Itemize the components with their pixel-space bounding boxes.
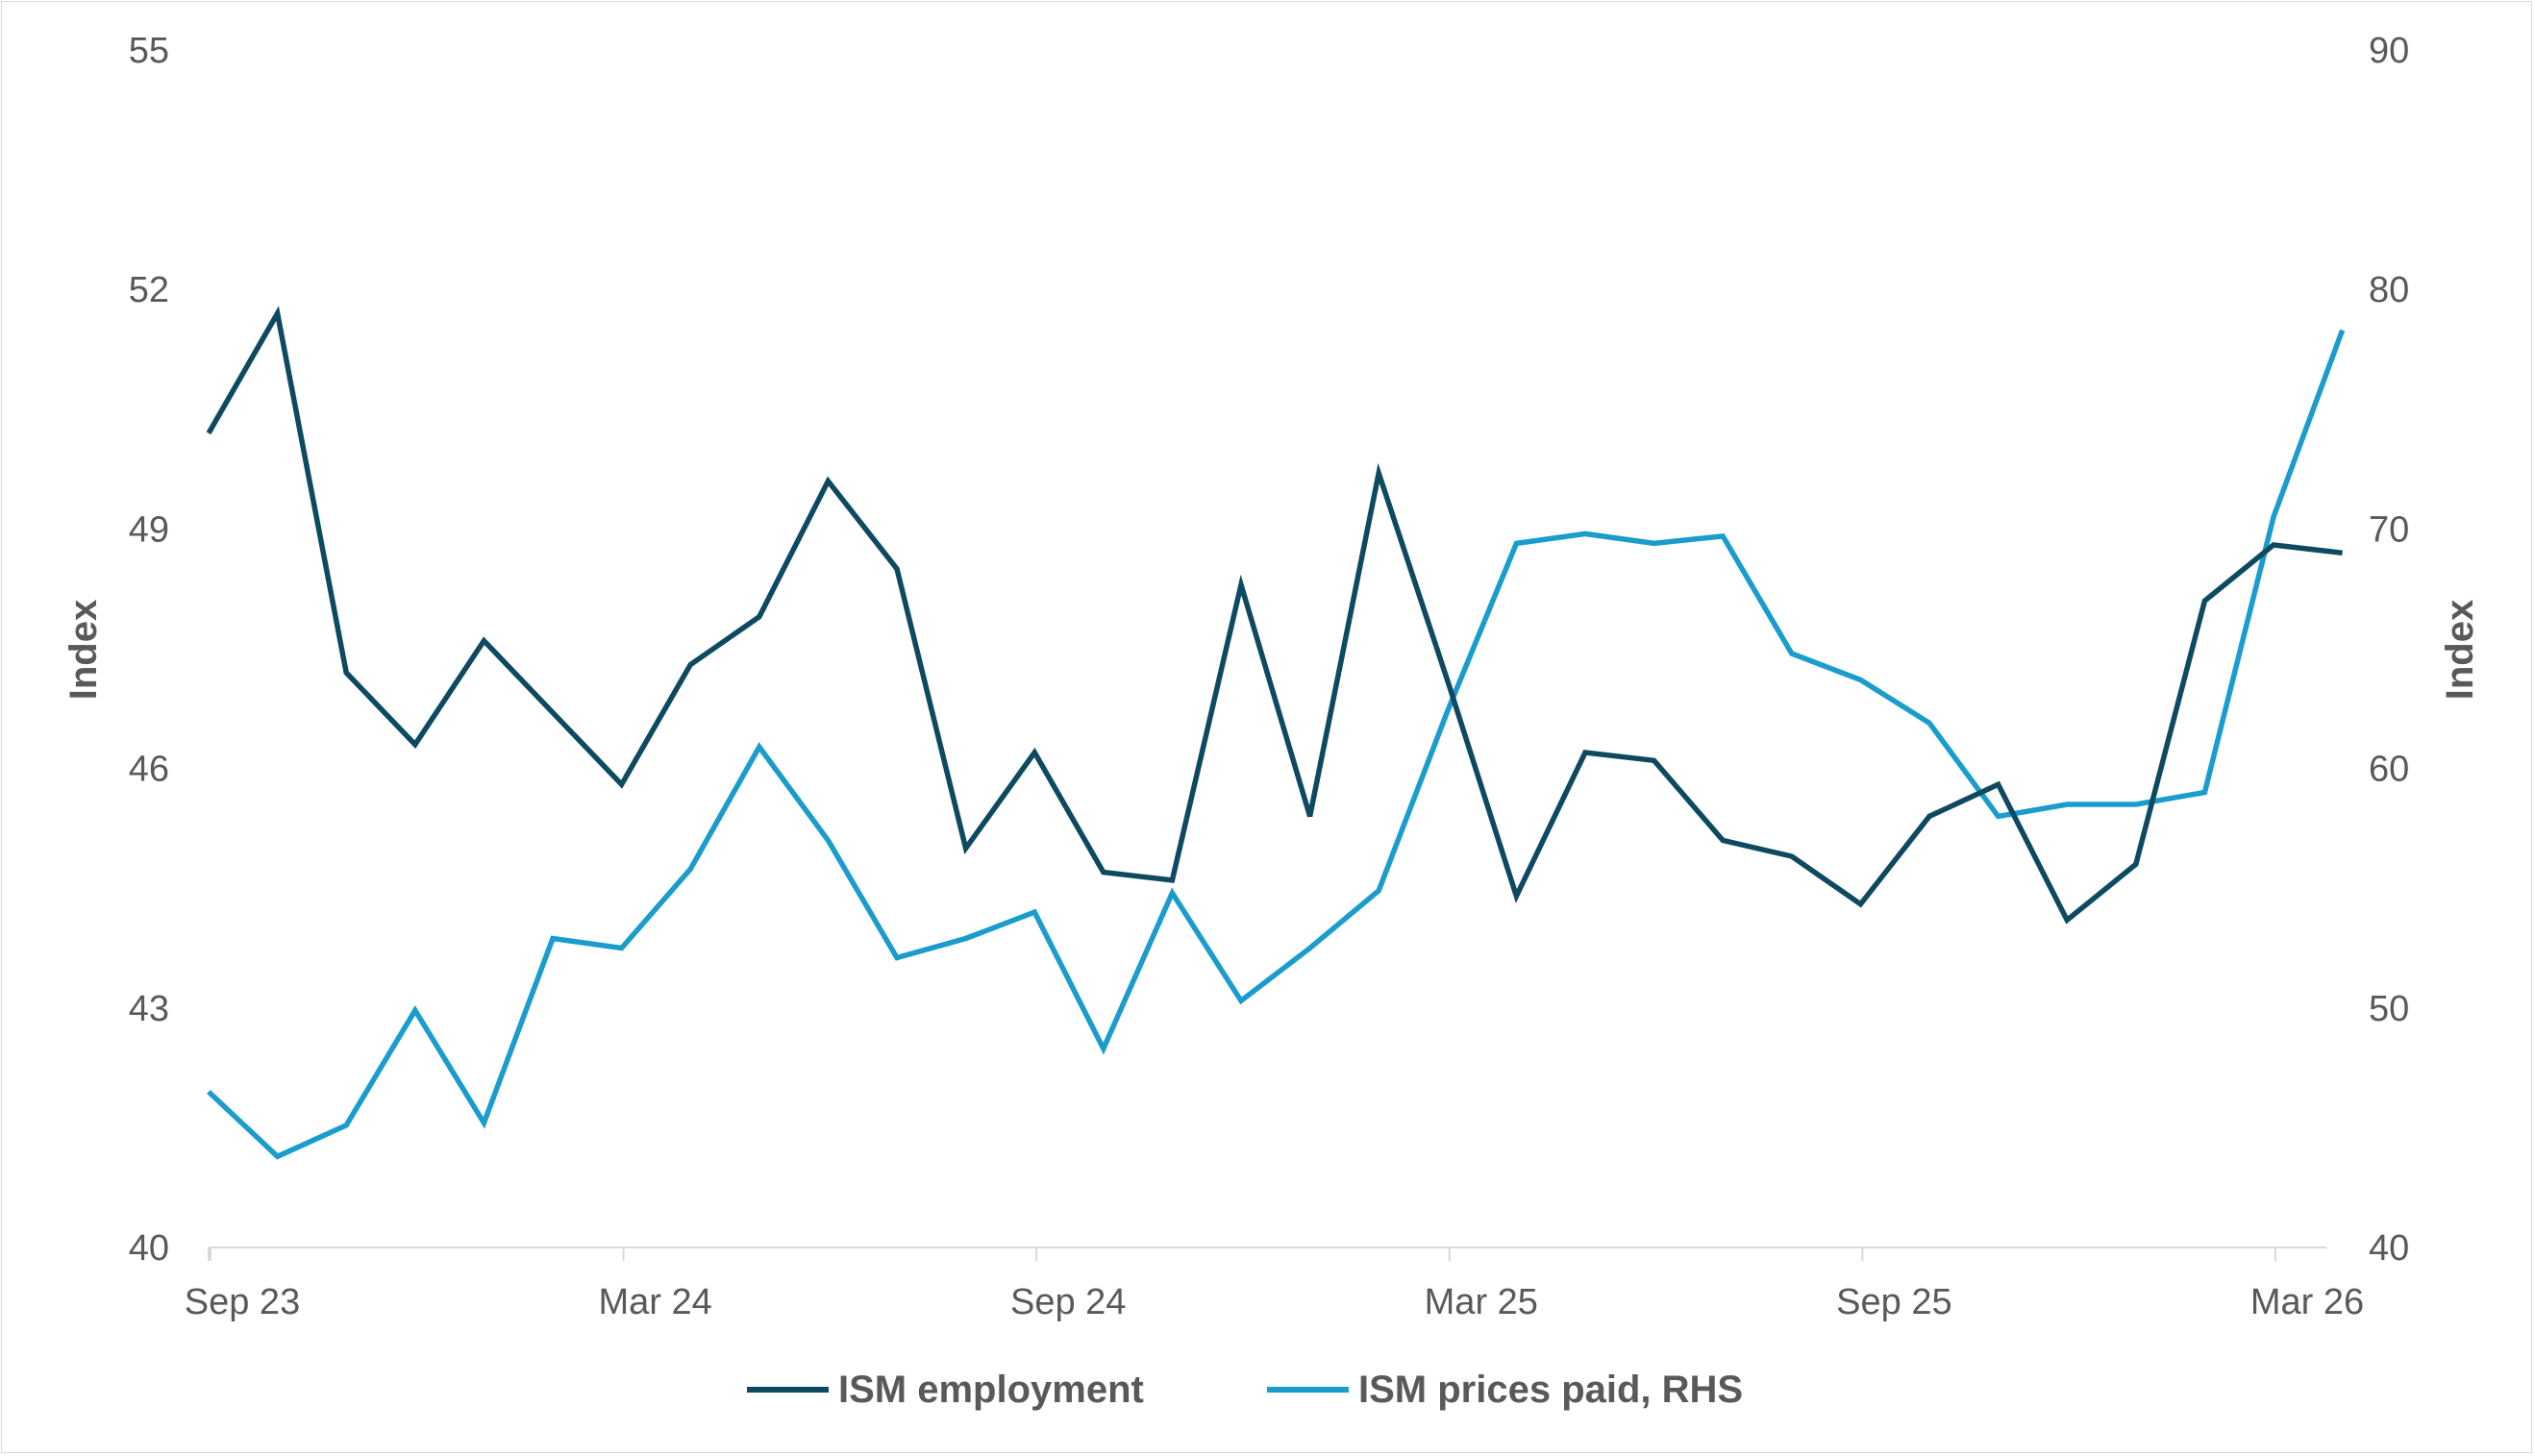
right-y-tick-label: 70 — [2369, 509, 2409, 550]
right-y-tick-label: 60 — [2369, 750, 2409, 790]
axes — [208, 1246, 2326, 1261]
right-axis-title: Index — [2439, 600, 2481, 700]
legend: ISM employment ISM prices paid, RHS — [747, 1369, 1743, 1411]
left-axis-title: Index — [62, 600, 105, 700]
right-y-tick-label: 90 — [2369, 31, 2409, 71]
series-lines — [206, 306, 2346, 1160]
left-y-tick-label: 46 — [129, 750, 169, 790]
right-y-tick-label: 50 — [2369, 989, 2409, 1029]
left-y-tick-label: 49 — [129, 509, 169, 550]
left-y-tick-label: 55 — [129, 31, 169, 71]
legend-label-ism-prices-paid: ISM prices paid, RHS — [1358, 1369, 1743, 1411]
right-y-tick-label: 80 — [2369, 270, 2409, 310]
legend-label-ism-employment: ISM employment — [838, 1369, 1144, 1411]
x-tick-label: Sep 24 — [1010, 1282, 1126, 1322]
left-y-tick-label: 43 — [129, 989, 169, 1029]
right-y-tick-label: 40 — [2369, 1228, 2409, 1269]
series-line-ism-prices-paid — [207, 329, 2346, 1160]
left-y-tick-label: 40 — [129, 1228, 169, 1269]
series-line-ism-employment — [206, 306, 2343, 925]
right-y-tick-labels: 40 50 60 70 80 90 — [2369, 31, 2409, 1269]
x-tick-label: Mar 25 — [1425, 1282, 1538, 1322]
x-tick-label: Mar 24 — [598, 1282, 711, 1322]
left-y-tick-labels: 40 43 46 49 52 55 — [129, 31, 169, 1269]
x-tick-label: Sep 23 — [185, 1282, 300, 1322]
x-tick-label: Sep 25 — [1836, 1282, 1951, 1322]
left-y-tick-label: 52 — [129, 270, 169, 310]
x-tick-label: Mar 26 — [2250, 1282, 2364, 1322]
x-tick-labels: Sep 23 Mar 24 Sep 24 Mar 25 Sep 25 Mar 26 — [185, 1282, 2364, 1322]
